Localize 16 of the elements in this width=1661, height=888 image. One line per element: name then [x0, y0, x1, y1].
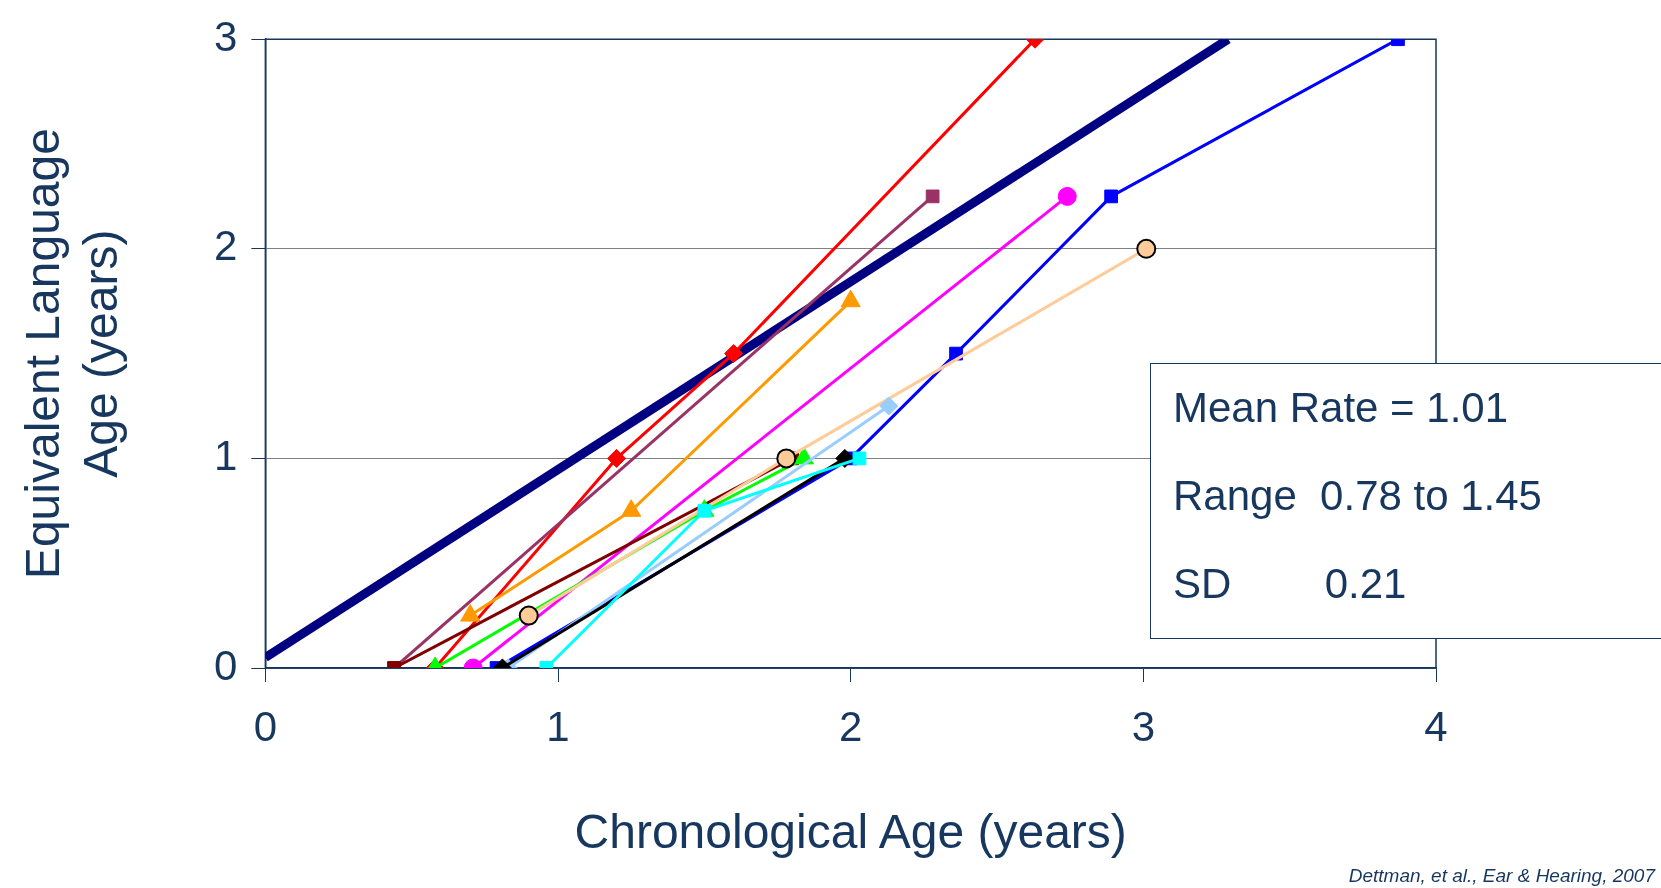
x-axis-title: Chronological Age (years): [574, 805, 1127, 859]
annotation: Mean Rate = 1.01: [1173, 383, 1510, 433]
x-tick-label: 2: [839, 702, 863, 750]
x-tick-label: 4: [1424, 702, 1448, 750]
text: Dettman, et al., Ear & Hearing, 2007: [1348, 864, 1657, 886]
y-tick-label: 2: [214, 222, 238, 270]
note-box: Mean Rate = 1.01 Range 0.78 to 1.45 SD 0.21: [1150, 363, 1661, 639]
annotation: Range 0.78 to 1.45: [1173, 471, 1543, 521]
y-axis-title: Equivalent Language Age (years): [16, 128, 128, 580]
annotation: SD 0.21: [1173, 559, 1408, 609]
x-tick-label: 0: [253, 702, 278, 750]
x-tick-label: 3: [1131, 702, 1156, 750]
y-tick-label: 3: [214, 12, 238, 60]
y-tick-label: 1: [214, 431, 238, 479]
x-tick-label: 1: [546, 702, 570, 750]
y-tick-label: 0: [214, 641, 238, 689]
